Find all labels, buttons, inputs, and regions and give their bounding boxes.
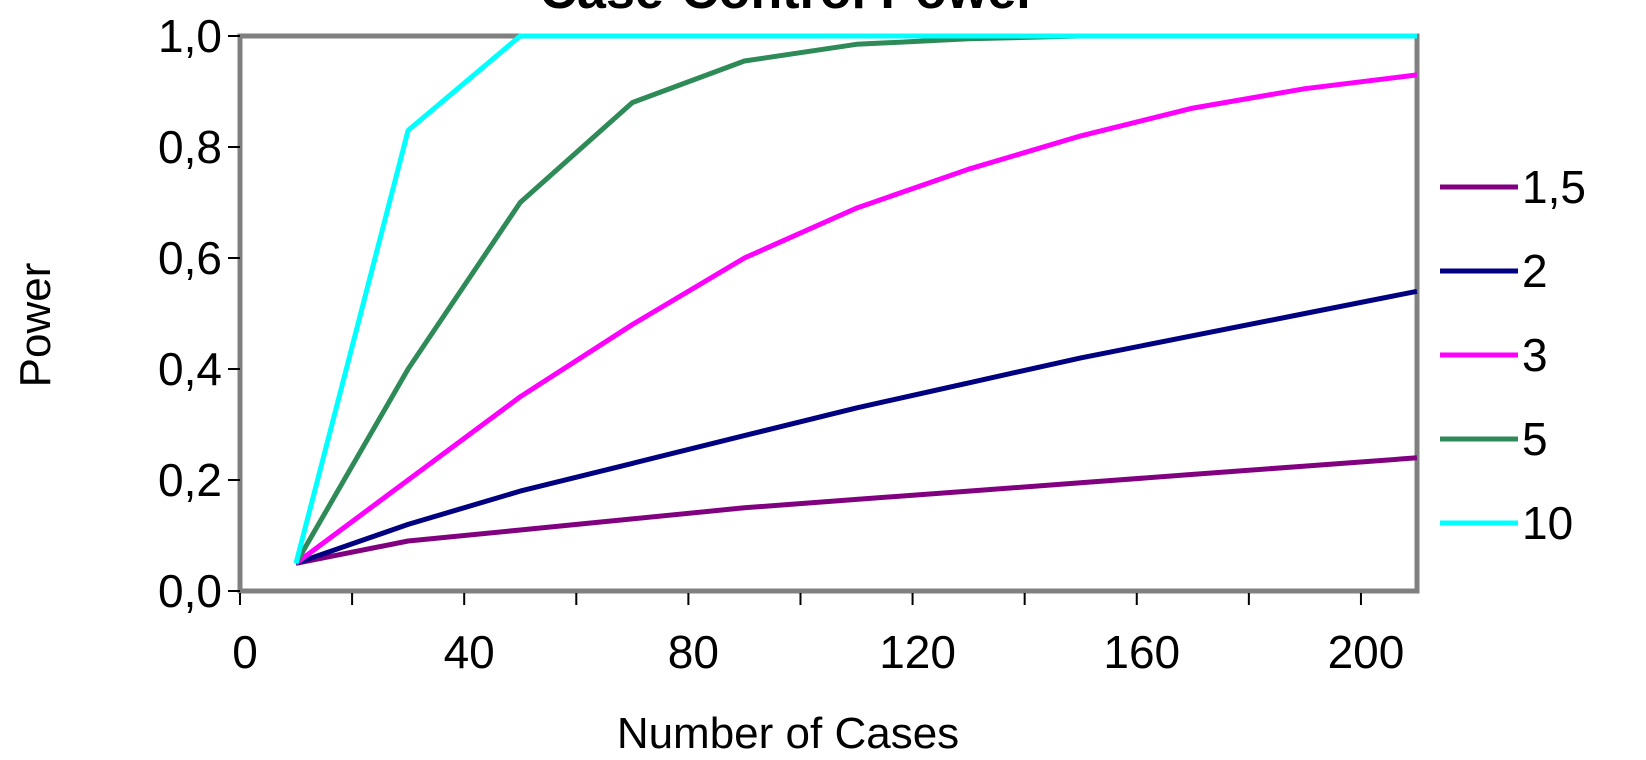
x-tick-label: 160: [1103, 626, 1180, 678]
x-tick-label: 200: [1328, 626, 1405, 678]
y-tick-label: 0,4: [158, 343, 222, 395]
legend-label: 1,5: [1522, 161, 1586, 213]
series-layer: [293, 33, 1418, 566]
y-tick-label: 0,0: [158, 565, 222, 617]
x-tick-label: 80: [668, 626, 719, 678]
series-line-1-5: [295, 455, 1418, 566]
series-line-10: [293, 33, 1417, 564]
legend-label: 3: [1522, 329, 1548, 381]
x-axis-label: Number of Cases: [617, 709, 959, 758]
series-line-3: [294, 72, 1418, 566]
legend-label: 5: [1522, 413, 1548, 465]
y-tick-label: 1,0: [158, 10, 222, 62]
y-tick-label: 0,2: [158, 454, 222, 506]
y-axis: 0,0 0,2 0,4 0,6 0,8 1,0: [158, 10, 240, 617]
series-line-2: [295, 288, 1418, 566]
y-tick-label: 0,6: [158, 232, 222, 284]
plot-area: [237, 33, 1420, 594]
x-tick-label: 40: [444, 626, 495, 678]
y-tick-label: 0,8: [158, 121, 222, 173]
y-axis-label: Power: [11, 263, 60, 388]
legend-label: 2: [1522, 245, 1548, 297]
chart-title: Case-Control Power: [540, 0, 1037, 20]
x-axis: 0 40 80 120 160 200: [232, 593, 1404, 678]
x-tick-label: 0: [232, 626, 258, 678]
legend-label: 10: [1522, 497, 1573, 549]
legend: 1,5 2 3 5 10: [1440, 161, 1586, 549]
x-tick-label: 120: [879, 626, 956, 678]
